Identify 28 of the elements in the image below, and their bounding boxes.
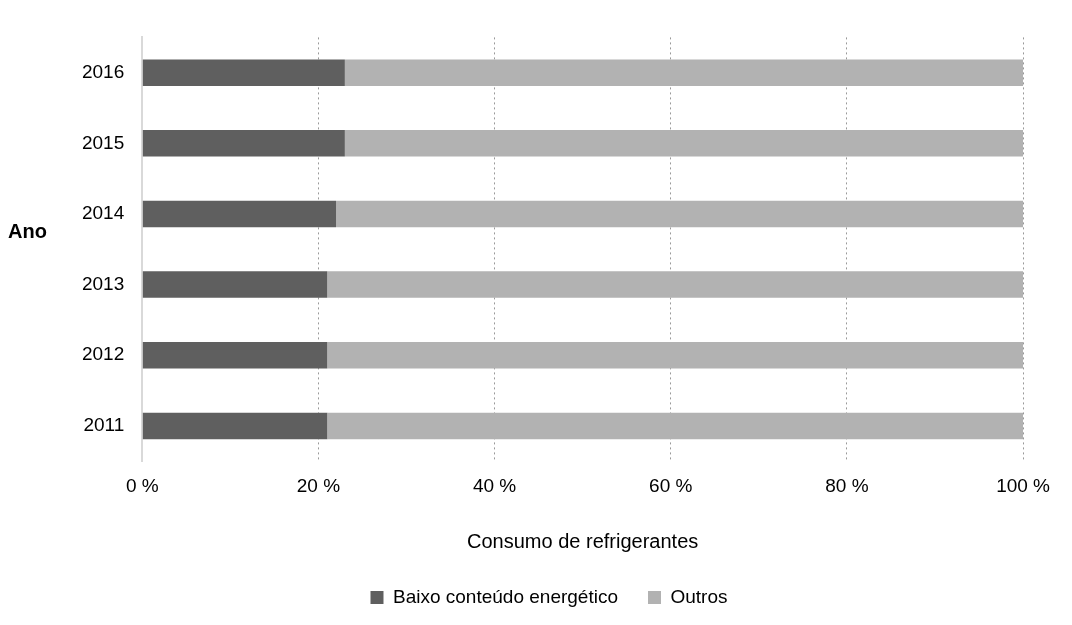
bar (327, 342, 1024, 369)
bar (344, 130, 1024, 157)
bar (142, 342, 328, 369)
legend-label: Outros (670, 585, 728, 607)
x-tick-label: 60 % (649, 474, 693, 496)
bar (142, 412, 328, 440)
x-tick-label: 100 % (996, 474, 1051, 496)
x-tick-label: 20 % (296, 474, 341, 496)
x-tick-label: 80 % (825, 474, 869, 496)
y-tick-label: 2012 (81, 343, 125, 365)
y-tick-label: 2015 (81, 131, 125, 153)
y-tick-label: 2011 (83, 414, 125, 436)
bar (336, 200, 1024, 228)
x-axis-title: Consumo de refrigerantes (467, 529, 699, 552)
y-tick-label: 2014 (81, 202, 125, 224)
bar (327, 412, 1024, 440)
y-axis-title: Ano (8, 220, 47, 243)
y-tick-label: 2016 (81, 60, 125, 82)
legend-label: Baixo conteúdo energético (392, 585, 618, 607)
x-tick-label: 40 % (472, 474, 517, 496)
bar (142, 59, 345, 86)
y-tick-label: 2013 (81, 272, 125, 294)
bar (142, 200, 337, 228)
bar (344, 59, 1024, 86)
x-tick-label: 0 % (125, 474, 159, 496)
bar (327, 271, 1024, 298)
bar (142, 130, 345, 157)
bar (142, 271, 328, 298)
